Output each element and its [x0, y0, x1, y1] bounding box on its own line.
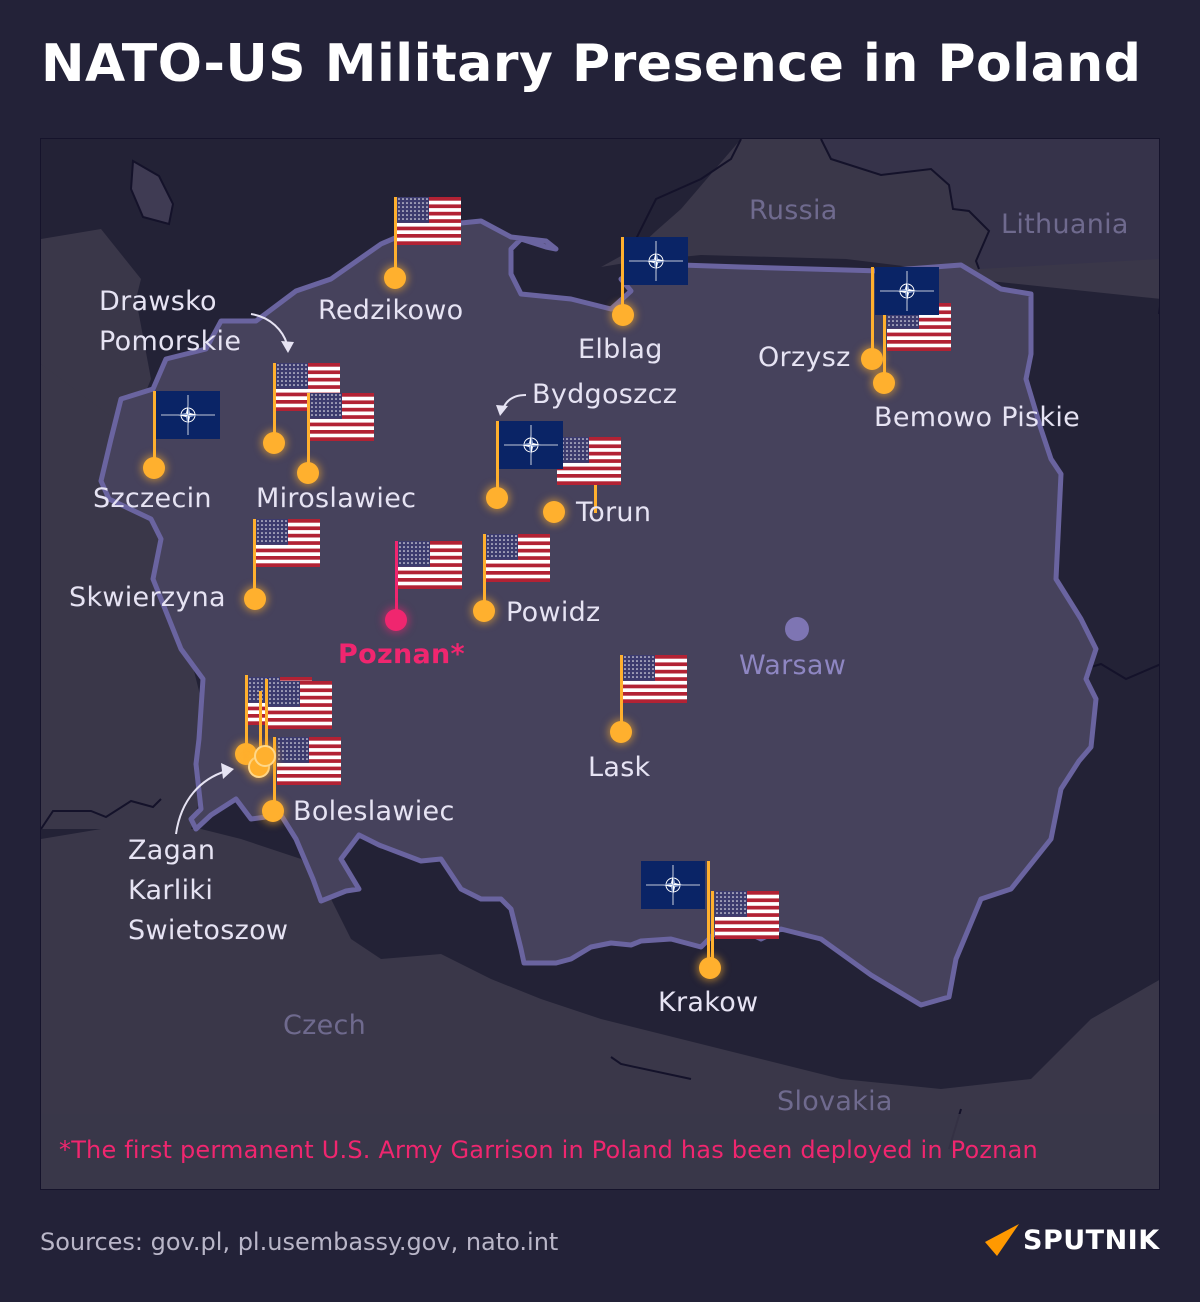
base-label-skwierzyna: Skwierzyna [69, 582, 226, 613]
base-label-lask: Lask [588, 752, 651, 783]
flag-pole [871, 267, 874, 359]
country-label-czech: Czech [283, 1010, 367, 1041]
sources-text: Sources: gov.pl, pl.usembassy.gov, nato.… [40, 1228, 559, 1256]
capital-label-warsaw: Warsaw [739, 650, 847, 681]
base-pin-miroslawiec[interactable] [297, 462, 319, 484]
base-label-bemowo-piskie: Bemowo Piskie [874, 402, 1081, 433]
base-label-elblag: Elblag [578, 334, 663, 365]
germany-region [41, 229, 151, 429]
flag-pole [273, 737, 276, 809]
us-flag-icon [277, 737, 341, 785]
flag-pole [395, 541, 398, 621]
base-label-krakow: Krakow [658, 987, 759, 1018]
nato-flag-icon [499, 421, 563, 469]
base-label-orzysz: Orzysz [758, 342, 851, 373]
us-flag-icon [256, 519, 320, 567]
base-pin-redzikowo[interactable] [384, 267, 406, 289]
sputnik-arrow-icon [985, 1224, 1019, 1256]
flag-pole [711, 891, 714, 969]
flag-pole [883, 303, 886, 383]
flag-pole [253, 519, 256, 599]
nato-flag-icon [156, 391, 220, 439]
us-flag-icon [557, 437, 621, 485]
island [129, 159, 175, 226]
base-pin-skwierzyna[interactable] [244, 588, 266, 610]
map-base [41, 139, 1159, 1189]
flag-pole [707, 861, 710, 969]
base-pin-bydgoszcz[interactable] [486, 487, 508, 509]
flag-pole [621, 237, 624, 315]
base-label-szczecin: Szczecin [93, 483, 212, 514]
base-pin-bemowo-piskie[interactable] [873, 372, 895, 394]
base-pin-drawsko-pomorskie[interactable] [263, 432, 285, 454]
base-label-bydgoszcz: Bydgoszcz [532, 379, 678, 410]
flag-pole [307, 393, 310, 473]
base-pin-powidz[interactable] [473, 600, 495, 622]
label-line: Zagan [128, 835, 216, 866]
base-label-boleslawiec: Boleslawiec [293, 796, 455, 827]
nato-flag-icon [624, 237, 688, 285]
footnote: *The first permanent U.S. Army Garrison … [59, 1136, 1038, 1164]
label-line: Drawsko [99, 286, 217, 317]
flag-pole [620, 655, 623, 731]
nato-flag-icon [641, 861, 705, 909]
country-label-slovakia: Slovakia [777, 1086, 893, 1117]
logo-text: SPUTNIK [1023, 1224, 1160, 1256]
base-pin-swietoszow[interactable] [254, 745, 276, 767]
us-flag-icon [715, 891, 779, 939]
base-label-miroslawiec: Miroslawiec [256, 483, 417, 514]
us-flag-icon [310, 393, 374, 441]
base-pin-torun[interactable] [543, 501, 565, 523]
us-flag-icon [623, 655, 687, 703]
drawsko-arrow [250, 313, 288, 345]
west-region [41, 364, 206, 829]
south-region [41, 829, 1159, 1189]
page-title: NATO-US Military Presence in Poland [41, 34, 1142, 94]
flag-pole [483, 534, 486, 612]
country-label-russia: Russia [749, 195, 838, 226]
label-line: Swietoszow [128, 915, 289, 946]
flag-pole [245, 675, 248, 753]
base-pin-lask[interactable] [610, 721, 632, 743]
us-flag-icon [486, 534, 550, 582]
nato-flag-icon [875, 267, 939, 315]
us-flag-icon [268, 681, 332, 729]
base-label-redzikowo: Redzikowo [318, 295, 464, 326]
base-pin-szczecin[interactable] [143, 457, 165, 479]
flag-pole [259, 691, 262, 767]
flag-pole [273, 363, 276, 443]
flag-pole [153, 391, 156, 469]
sputnik-logo: SPUTNIK [983, 1222, 1160, 1258]
label-line: Pomorskie [99, 326, 242, 357]
us-flag-icon [397, 197, 461, 245]
country-label-lithuania: Lithuania [1001, 209, 1129, 240]
base-pin-krakow[interactable] [699, 957, 721, 979]
base-label-powidz: Powidz [506, 597, 601, 628]
base-label-drawsko-pomorskie: Drawsko Pomorskie [99, 282, 241, 362]
base-label-poznan: Poznan* [338, 639, 465, 670]
flag-pole [265, 679, 268, 757]
base-label-zagan-group: Zagan Karliki Swietoszow [128, 831, 288, 951]
capital-dot [785, 617, 809, 641]
flag-pole [394, 197, 397, 277]
base-pin-orzysz[interactable] [861, 348, 883, 370]
map-panel: Russia Lithuania Czech Slovakia Warsaw R… [40, 138, 1160, 1190]
base-pin-elblag[interactable] [612, 304, 634, 326]
flag-pole [496, 421, 499, 499]
base-pin-boleslawiec[interactable] [262, 800, 284, 822]
zagan-arrow [175, 770, 227, 835]
us-flag-icon [398, 541, 462, 589]
label-line: Karliki [128, 875, 214, 906]
base-label-torun: Torun [576, 497, 652, 528]
base-pin-poznan[interactable] [385, 609, 407, 631]
